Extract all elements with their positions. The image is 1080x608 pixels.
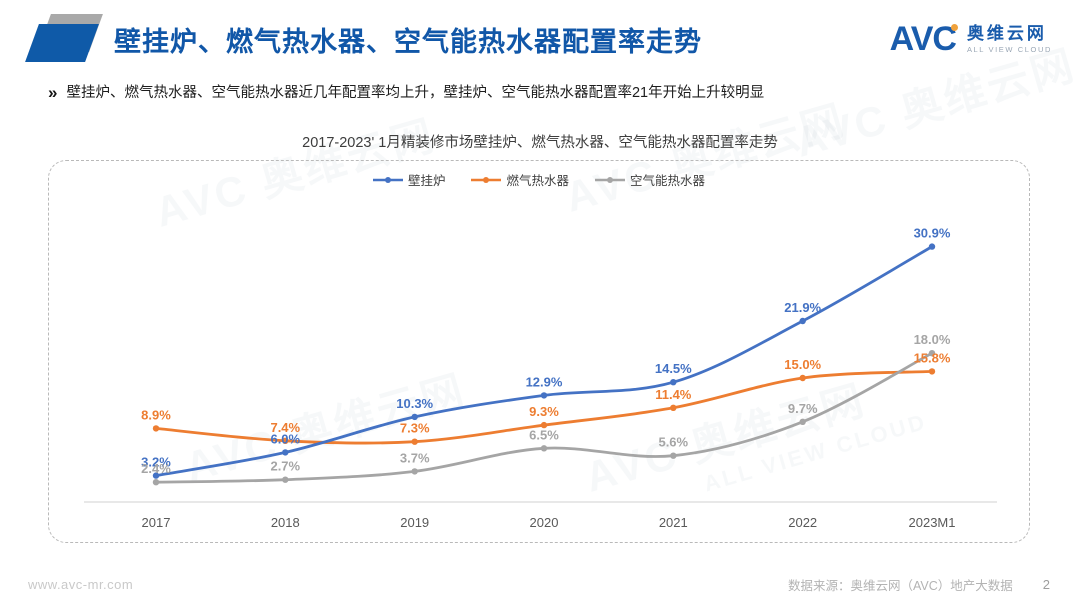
avc-logo-cn-name: 奥维云网 bbox=[966, 24, 1047, 44]
legend-item-2: 燃气热水器 bbox=[471, 170, 569, 189]
data-point-marker bbox=[540, 421, 548, 429]
data-label: 5.6% bbox=[658, 435, 688, 450]
data-point-marker bbox=[540, 445, 548, 452]
data-point-marker bbox=[799, 418, 806, 425]
data-point-marker bbox=[152, 479, 160, 486]
chart-title: 2017-2023' 1月精装修市场壁挂炉、燃气热水器、空气能热水器配置率走势 bbox=[302, 135, 778, 151]
legend-marker-icon bbox=[595, 176, 625, 183]
x-axis-label: 2022 bbox=[788, 515, 817, 530]
data-label: 9.7% bbox=[788, 401, 818, 416]
data-point-marker bbox=[411, 468, 418, 475]
data-label: 18.0% bbox=[914, 332, 951, 347]
header-decoration bbox=[16, 11, 110, 67]
footer-page-number: 2 bbox=[1042, 577, 1050, 592]
avc-logo: AVC 奥维云网 ALL VIEW CLOUD bbox=[890, 22, 1052, 56]
x-axis-label: 2021 bbox=[659, 515, 688, 530]
x-axis-label: 2023M1 bbox=[909, 515, 956, 530]
avc-logo-dot-icon bbox=[950, 23, 958, 31]
data-point-marker bbox=[152, 425, 160, 432]
data-label: 21.9% bbox=[784, 300, 821, 315]
data-label: 8.9% bbox=[141, 407, 171, 422]
data-point-marker bbox=[799, 374, 806, 382]
data-point-marker bbox=[928, 368, 936, 375]
data-label: 15.8% bbox=[914, 350, 951, 365]
data-point-marker bbox=[928, 243, 936, 250]
legend-item-3: 空气能热水器 bbox=[595, 170, 705, 189]
data-label: 11.4% bbox=[655, 387, 692, 402]
data-point-marker bbox=[411, 413, 418, 421]
data-point-marker bbox=[670, 452, 677, 459]
legend-item-1: 壁挂炉 bbox=[372, 170, 446, 189]
data-label: 6.0% bbox=[270, 431, 300, 446]
legend-marker-icon bbox=[471, 176, 502, 183]
x-axis-label: 2019 bbox=[400, 515, 429, 530]
data-point-marker bbox=[152, 472, 160, 479]
data-point-marker bbox=[411, 438, 418, 445]
data-label: 6.5% bbox=[529, 427, 559, 442]
data-label: 2.4% bbox=[141, 461, 171, 476]
footer-source: 数据来源：奥维云网（AVC）地产大数据 bbox=[787, 579, 1013, 593]
footer: www.avc-mr.com 数据来源：奥维云网（AVC）地产大数据 2 bbox=[28, 575, 1050, 594]
data-label: 7.4% bbox=[270, 420, 300, 435]
avc-logo-text: AVC bbox=[889, 20, 957, 58]
legend-label: 壁挂炉 bbox=[407, 174, 446, 188]
summary-text: 壁挂炉、燃气热水器、空气能热水器近几年配置率均上升，壁挂炉、空气能热水器配置率2… bbox=[66, 85, 765, 101]
data-point-marker bbox=[540, 392, 548, 399]
data-point-marker bbox=[282, 449, 289, 456]
data-label: 9.3% bbox=[529, 404, 559, 419]
data-point-marker bbox=[282, 476, 289, 483]
data-label: 3.2% bbox=[141, 455, 171, 470]
data-point-marker bbox=[282, 437, 289, 444]
data-point-marker bbox=[670, 404, 677, 411]
data-point-marker bbox=[799, 317, 806, 325]
data-label: 3.7% bbox=[400, 450, 430, 465]
page-title: 壁挂炉、燃气热水器、空气能热水器配置率走势 bbox=[114, 26, 702, 57]
data-point-marker bbox=[928, 350, 936, 357]
chart-legend: 壁挂炉 燃气热水器 空气能热水器 bbox=[49, 170, 1029, 189]
data-label: 10.3% bbox=[396, 396, 433, 411]
legend-marker-icon bbox=[372, 176, 403, 183]
data-label: 15.0% bbox=[784, 357, 821, 372]
chart-panel: 壁挂炉 燃气热水器 空气能热水器 2017 2018 2019 2020 2021 2022 2… bbox=[48, 160, 1030, 543]
avc-logo-tagline: ALL VIEW CLOUD bbox=[966, 44, 1052, 54]
footer-website: www.avc-mr.com bbox=[28, 577, 134, 592]
data-label: 12.9% bbox=[526, 374, 563, 389]
legend-label: 空气能热水器 bbox=[630, 174, 706, 188]
data-point-marker bbox=[670, 379, 677, 386]
trend-chart-svg: 2017 2018 2019 2020 2021 2022 2023M1 3.2% 6.0% 10… bbox=[84, 226, 997, 530]
data-label: 2.7% bbox=[270, 459, 300, 474]
legend-label: 燃气热水器 bbox=[506, 174, 569, 188]
x-axis-label: 2018 bbox=[271, 515, 300, 530]
decoration-parallelogram-blue bbox=[25, 24, 99, 62]
data-label: 14.5% bbox=[655, 361, 692, 376]
summary-bullet: » 壁挂炉、燃气热水器、空气能热水器近几年配置率均上升，壁挂炉、空气能热水器配置… bbox=[48, 83, 1040, 103]
double-arrow-icon: » bbox=[48, 83, 58, 102]
x-axis-label: 2017 bbox=[142, 515, 171, 530]
data-label: 30.9% bbox=[914, 226, 951, 241]
data-label: 7.3% bbox=[400, 421, 430, 436]
header: 壁挂炉、燃气热水器、空气能热水器配置率走势 AVC 奥维云网 ALL VIEW … bbox=[16, 10, 1052, 68]
x-axis-label: 2020 bbox=[530, 515, 559, 530]
